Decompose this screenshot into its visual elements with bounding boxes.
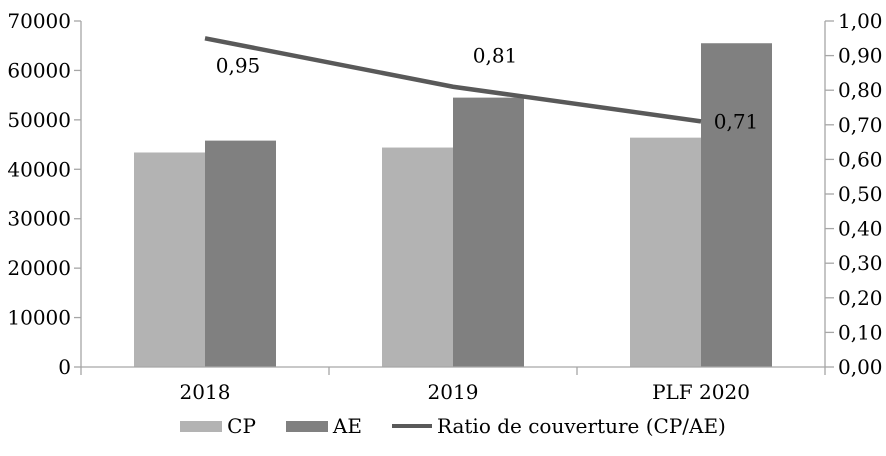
bar-cp-plf-2020 — [630, 137, 701, 367]
right-axis-tick-label: 0,40 — [838, 217, 883, 241]
bar-cp-2018 — [134, 152, 205, 367]
right-axis-tick-label: 0,20 — [838, 286, 883, 310]
left-axis-tick-label: 0 — [58, 355, 71, 379]
ae-legend-swatch — [285, 420, 328, 432]
right-axis-tick-label: 0,30 — [838, 251, 883, 275]
left-axis-tick-label: 20000 — [7, 256, 71, 280]
ratio-data-label: 0,81 — [473, 44, 518, 68]
bar-cp-2019 — [382, 147, 453, 367]
category-label: 2019 — [428, 380, 479, 404]
right-axis-tick-label: 0,50 — [838, 182, 883, 206]
bar-ae-2018 — [205, 140, 276, 367]
ratio-legend-label: Ratio de couverture (CP/AE) — [436, 414, 726, 438]
legend-item-ae: AE — [285, 414, 362, 438]
right-axis-tick-label: 0,10 — [838, 320, 883, 344]
left-axis-tick-label: 50000 — [7, 108, 71, 132]
right-axis-tick-label: 0,00 — [838, 355, 883, 379]
left-axis-tick-label: 10000 — [7, 306, 71, 330]
ratio-data-label: 0,95 — [216, 53, 261, 77]
ratio-legend-swatch — [391, 424, 432, 428]
ae-legend-label: AE — [332, 414, 362, 438]
legend-item-ratio: Ratio de couverture (CP/AE) — [391, 414, 726, 438]
left-axis-tick-label: 60000 — [7, 58, 71, 82]
ratio-line — [204, 36, 702, 124]
cp-legend-label: CP — [227, 414, 256, 438]
right-axis-tick-label: 0,80 — [838, 78, 883, 102]
category-label: 2018 — [180, 380, 231, 404]
bar-ae-2019 — [453, 97, 524, 367]
chart-legend: CP AE Ratio de couverture (CP/AE) — [81, 413, 825, 439]
left-axis-tick-label: 70000 — [7, 9, 71, 33]
left-axis-tick-label: 30000 — [7, 207, 71, 231]
right-axis-tick-label: 0,90 — [838, 44, 883, 68]
right-axis-tick-label: 0,70 — [838, 113, 883, 137]
legend-item-cp: CP — [180, 414, 256, 438]
right-axis-tick-label: 0,60 — [838, 147, 883, 171]
cp-legend-swatch — [180, 420, 223, 432]
category-label: PLF 2020 — [652, 380, 750, 404]
left-axis-tick-label: 40000 — [7, 157, 71, 181]
bar-ae-plf-2020 — [701, 43, 772, 367]
ratio-data-label: 0,71 — [714, 109, 759, 133]
right-axis-tick-label: 1,00 — [838, 9, 883, 33]
